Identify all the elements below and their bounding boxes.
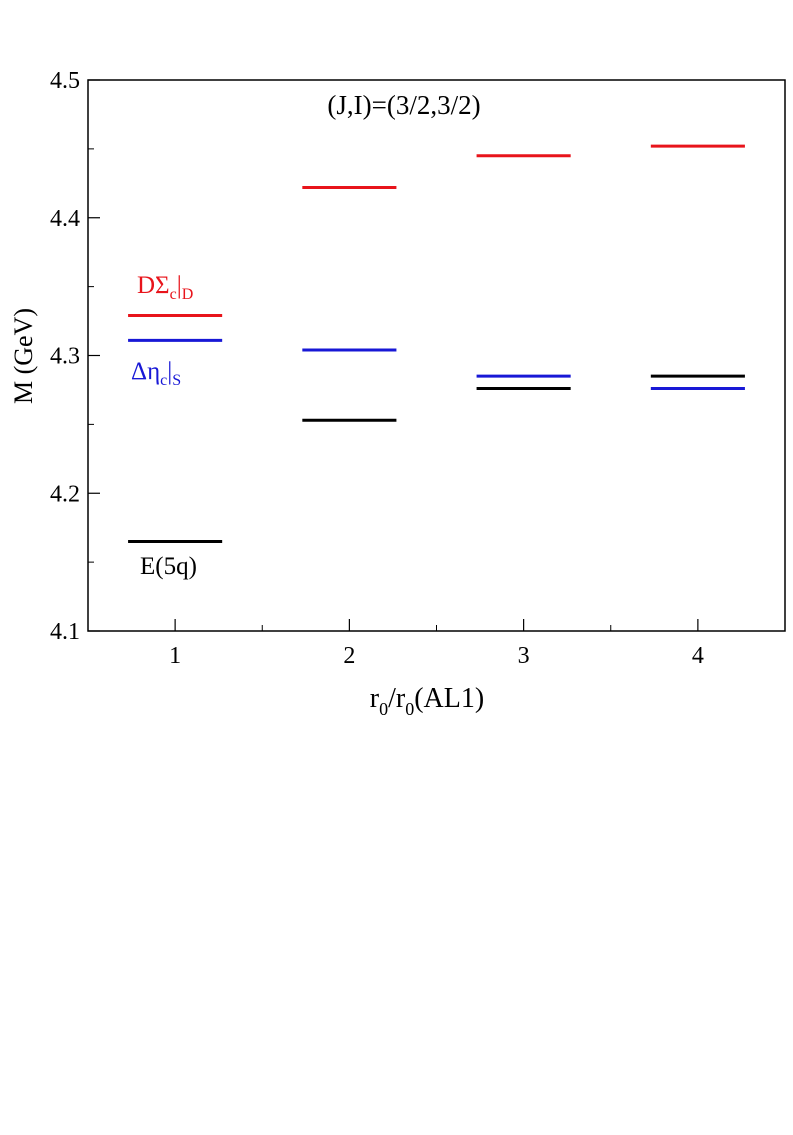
y-tick-label: 4.4 [50,206,80,232]
chart-title: (J,I)=(3/2,3/2) [327,90,480,120]
annotation-deltaeta: Δηc|S [131,358,181,389]
y-axis-ticks: 4.1 4.2 4.3 4.4 4.5 [50,68,100,645]
y-tick-label: 4.5 [50,68,80,94]
x-axis-ticks: 1 2 3 4 [169,619,704,669]
x-tick-label: 3 [518,643,530,669]
x-tick-label: 4 [692,643,704,669]
x-tick-label: 2 [343,643,355,669]
y-tick-label: 4.1 [50,619,80,645]
y-tick-label: 4.3 [50,344,80,370]
plot-frame [87,79,786,632]
level-marks [128,144,745,543]
annotation-dsigma: DΣc|D [137,272,193,303]
y-tick-label: 4.2 [50,481,80,507]
x-tick-label: 1 [169,643,181,669]
annotation-e5q: E(5q) [140,553,197,580]
x-axis-label: r0/r0(AL1) [370,683,484,719]
y-axis-label: M (GeV) [9,308,38,404]
